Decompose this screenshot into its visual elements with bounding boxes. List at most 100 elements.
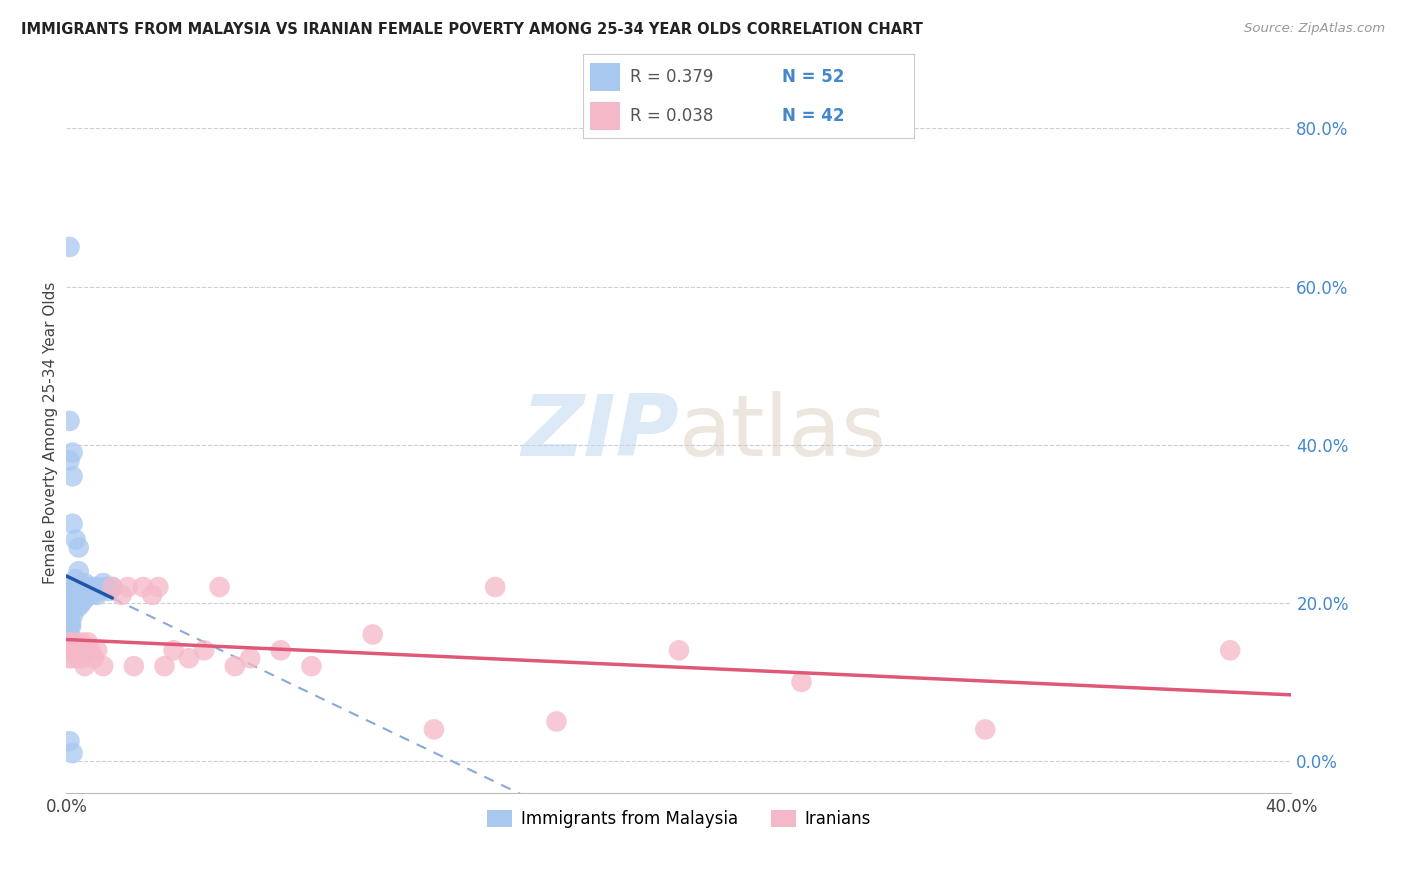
Point bbox=[67, 564, 90, 578]
Point bbox=[58, 619, 80, 633]
Point bbox=[62, 596, 84, 610]
Point bbox=[98, 584, 121, 599]
Point bbox=[80, 588, 103, 602]
Point bbox=[148, 580, 170, 594]
Point bbox=[67, 591, 90, 606]
Point bbox=[77, 588, 100, 602]
Point bbox=[86, 643, 108, 657]
Point bbox=[60, 619, 83, 633]
Point bbox=[70, 580, 93, 594]
Point bbox=[62, 651, 84, 665]
Point bbox=[163, 643, 186, 657]
Point bbox=[65, 533, 87, 547]
Point bbox=[83, 584, 105, 599]
Point bbox=[193, 643, 215, 657]
Point bbox=[58, 651, 80, 665]
Point bbox=[60, 588, 83, 602]
Point bbox=[668, 643, 690, 657]
Point bbox=[58, 240, 80, 254]
Point bbox=[62, 445, 84, 459]
Point bbox=[89, 584, 111, 599]
Point bbox=[73, 643, 96, 657]
Point bbox=[790, 675, 813, 690]
Point bbox=[80, 643, 103, 657]
Point bbox=[67, 541, 90, 555]
Text: N = 52: N = 52 bbox=[782, 68, 844, 86]
Point bbox=[110, 588, 132, 602]
Text: Source: ZipAtlas.com: Source: ZipAtlas.com bbox=[1244, 22, 1385, 36]
Point bbox=[208, 580, 231, 594]
Point bbox=[58, 643, 80, 657]
Point bbox=[101, 580, 124, 594]
Point bbox=[65, 635, 87, 649]
Point bbox=[62, 607, 84, 622]
Point bbox=[270, 643, 292, 657]
Point bbox=[132, 580, 155, 594]
Y-axis label: Female Poverty Among 25-34 Year Olds: Female Poverty Among 25-34 Year Olds bbox=[44, 282, 58, 584]
Point bbox=[70, 588, 93, 602]
Point bbox=[58, 612, 80, 626]
Point bbox=[96, 580, 118, 594]
Point bbox=[58, 453, 80, 467]
Point bbox=[58, 627, 80, 641]
Point bbox=[77, 635, 100, 649]
Point bbox=[58, 604, 80, 618]
Point bbox=[83, 651, 105, 665]
Point bbox=[58, 635, 80, 649]
Point bbox=[122, 659, 145, 673]
Point bbox=[70, 596, 93, 610]
Legend: Immigrants from Malaysia, Iranians: Immigrants from Malaysia, Iranians bbox=[481, 803, 877, 835]
Bar bbox=[591, 62, 620, 91]
Point bbox=[73, 591, 96, 606]
Point bbox=[117, 580, 139, 594]
Point bbox=[73, 584, 96, 599]
Point bbox=[177, 651, 200, 665]
Point bbox=[67, 651, 90, 665]
Point bbox=[65, 588, 87, 602]
Text: IMMIGRANTS FROM MALAYSIA VS IRANIAN FEMALE POVERTY AMONG 25-34 YEAR OLDS CORRELA: IMMIGRANTS FROM MALAYSIA VS IRANIAN FEMA… bbox=[21, 22, 922, 37]
Point bbox=[80, 584, 103, 599]
Text: R = 0.038: R = 0.038 bbox=[630, 107, 713, 125]
Point bbox=[62, 580, 84, 594]
Point bbox=[67, 584, 90, 599]
Point bbox=[70, 635, 93, 649]
Point bbox=[62, 746, 84, 760]
Point bbox=[484, 580, 506, 594]
Point bbox=[1219, 643, 1241, 657]
Point bbox=[301, 659, 323, 673]
Point bbox=[62, 516, 84, 531]
Point bbox=[73, 576, 96, 591]
Point bbox=[83, 580, 105, 594]
Point bbox=[239, 651, 262, 665]
Point bbox=[141, 588, 163, 602]
Point bbox=[59, 615, 82, 630]
Point bbox=[86, 580, 108, 594]
Point bbox=[361, 627, 384, 641]
Point bbox=[65, 591, 87, 606]
Point bbox=[62, 599, 84, 614]
Point bbox=[974, 723, 997, 737]
Point bbox=[546, 714, 568, 729]
Point bbox=[56, 624, 79, 638]
Point bbox=[58, 414, 80, 428]
Point bbox=[153, 659, 176, 673]
Point bbox=[65, 599, 87, 614]
Point bbox=[60, 615, 83, 630]
Point bbox=[62, 469, 84, 483]
Point bbox=[423, 723, 446, 737]
Point bbox=[224, 659, 246, 673]
Bar bbox=[591, 102, 620, 130]
Point bbox=[70, 651, 93, 665]
Point bbox=[86, 588, 108, 602]
Text: R = 0.379: R = 0.379 bbox=[630, 68, 713, 86]
Point bbox=[58, 734, 80, 748]
Point bbox=[62, 643, 84, 657]
Point bbox=[91, 576, 114, 591]
Point bbox=[65, 580, 87, 594]
Point bbox=[73, 659, 96, 673]
Point bbox=[91, 659, 114, 673]
Point bbox=[67, 643, 90, 657]
Point bbox=[65, 572, 87, 586]
Point bbox=[77, 580, 100, 594]
Point bbox=[67, 599, 90, 614]
